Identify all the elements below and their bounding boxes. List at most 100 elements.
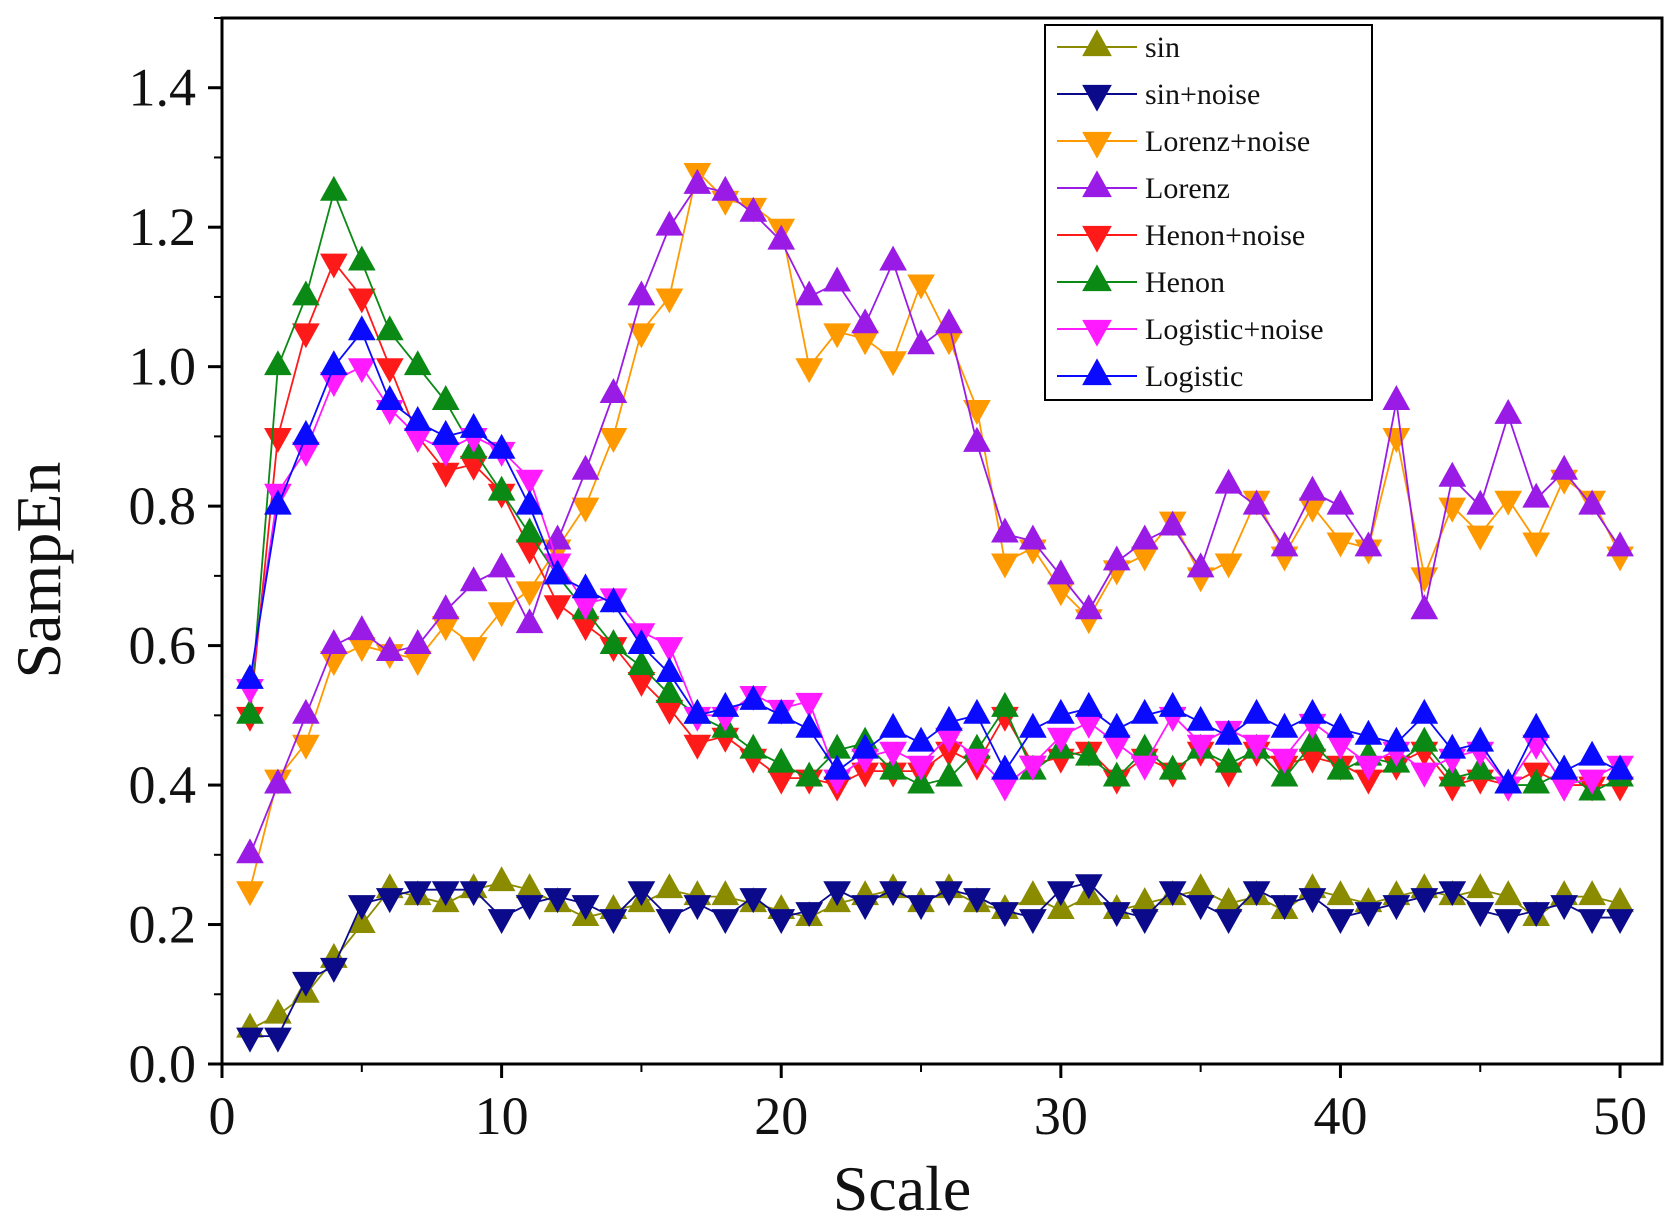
- x-tick-label: 30: [1034, 1086, 1088, 1146]
- data-point: [319, 253, 348, 279]
- legend: sin sin+noise Lorenz+noise Lorenz Henon+nois…: [1044, 24, 1373, 401]
- data-point: [739, 733, 768, 759]
- data-point: [1019, 755, 1047, 781]
- data-point: [627, 323, 656, 349]
- data-point: [627, 629, 656, 655]
- data-point: [515, 608, 544, 634]
- data-point: [1494, 399, 1523, 424]
- data-point: [655, 210, 684, 236]
- data-point: [543, 559, 572, 585]
- y-tick-label: 0.8: [129, 476, 197, 536]
- data-point: [236, 838, 264, 864]
- data-point: [1438, 881, 1467, 907]
- data-point: [1606, 754, 1634, 780]
- data-point: [1438, 733, 1467, 759]
- data-point: [319, 957, 348, 983]
- data-point: [907, 768, 935, 794]
- data-point: [991, 517, 1019, 543]
- legend-item-logistic: Logistic: [1057, 358, 1243, 393]
- legend-marker: [1082, 131, 1112, 159]
- data-point: [599, 427, 628, 453]
- data-point: [515, 489, 544, 515]
- data-point: [823, 266, 851, 292]
- data-point: [711, 175, 740, 201]
- data-point: [1019, 712, 1047, 738]
- tick-labels: 0 10 20 30 40 50 0.0 0.2 0.4 0.6 0.8 1.0 1.2 1.4: [129, 58, 1648, 1146]
- data-point: [935, 308, 963, 334]
- data-point: [1326, 909, 1355, 935]
- data-point: [1354, 902, 1383, 928]
- data-point: [767, 698, 796, 724]
- data-point: [1102, 545, 1131, 571]
- legend-label: Logistic+noise: [1145, 313, 1324, 346]
- y-axis-title: SampEn: [3, 462, 74, 679]
- data-point: [1046, 698, 1075, 724]
- data-point: [375, 385, 404, 410]
- data-point: [1326, 754, 1355, 780]
- data-point: [1242, 734, 1271, 760]
- data-point: [236, 1027, 264, 1053]
- data-point: [1382, 895, 1411, 921]
- data-point: [1522, 902, 1551, 928]
- y-tick-label: 1.4: [129, 58, 197, 118]
- data-point: [935, 881, 963, 907]
- x-tick-label: 0: [209, 1086, 236, 1146]
- data-point: [264, 1027, 292, 1053]
- data-point: [487, 909, 516, 935]
- data-point: [319, 175, 348, 201]
- x-tick-label: 20: [754, 1086, 808, 1146]
- data-point: [1410, 726, 1439, 752]
- y-tick-label: 1.0: [129, 337, 197, 397]
- data-point: [264, 998, 292, 1024]
- legend-marker: [1082, 358, 1112, 386]
- data-point: [1046, 894, 1075, 920]
- data-point: [292, 280, 320, 306]
- data-point: [1466, 754, 1495, 780]
- data-point: [431, 419, 460, 445]
- data-point: [1494, 768, 1523, 794]
- data-point: [851, 895, 879, 921]
- data-point: [1494, 880, 1523, 906]
- data-point: [1326, 532, 1355, 558]
- data-point: [1494, 909, 1523, 935]
- data-point: [907, 726, 935, 752]
- data-point: [1158, 881, 1187, 907]
- data-point: [879, 741, 907, 767]
- data-point: [1466, 873, 1495, 899]
- data-point: [879, 351, 907, 377]
- data-point: [683, 168, 712, 194]
- data-point: [1186, 895, 1215, 921]
- data-point: [683, 895, 712, 921]
- data-point: [1606, 531, 1634, 557]
- data-point: [1074, 594, 1103, 620]
- data-point: [347, 615, 376, 641]
- data-point: [1522, 482, 1551, 508]
- data-point: [1578, 489, 1606, 515]
- x-tick-label: 10: [475, 1086, 529, 1146]
- data-point: [236, 881, 264, 907]
- data-point: [571, 497, 600, 523]
- data-point: [1270, 748, 1299, 774]
- data-point: [403, 405, 432, 431]
- data-point: [292, 734, 320, 760]
- data-point: [1578, 880, 1606, 906]
- data-point: [627, 881, 656, 907]
- data-point: [1578, 769, 1606, 795]
- data-point: [655, 909, 684, 935]
- data-point: [907, 274, 935, 300]
- data-point: [459, 412, 488, 438]
- data-point: [1494, 490, 1523, 516]
- data-point: [1074, 874, 1103, 900]
- data-point: [711, 909, 740, 935]
- data-point: [1102, 761, 1131, 787]
- legend-label: Lorenz+noise: [1145, 125, 1310, 158]
- data-point: [1270, 895, 1299, 921]
- data-point: [543, 888, 572, 914]
- data-point: [236, 663, 264, 689]
- data-point: [795, 761, 824, 787]
- data-point: [599, 378, 628, 404]
- data-point: [711, 691, 740, 717]
- data-point: [1158, 691, 1187, 717]
- data-point: [599, 909, 628, 935]
- data-point: [1186, 734, 1215, 760]
